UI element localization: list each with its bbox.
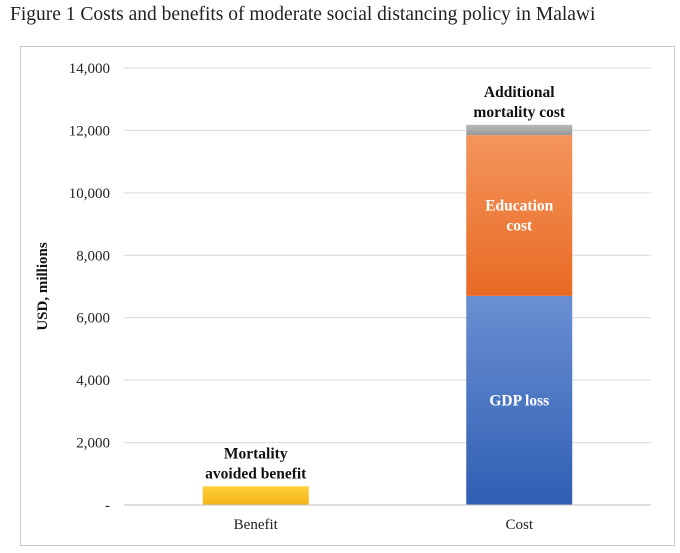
data-label: Additional xyxy=(484,84,555,101)
bar-additional-mortality-cost xyxy=(466,124,573,136)
x-tick-label: Benefit xyxy=(234,517,279,533)
y-tick-label: 8,000 xyxy=(76,248,110,264)
data-label: Mortality xyxy=(224,445,288,462)
chart-frame xyxy=(20,46,675,546)
data-label: mortality cost xyxy=(473,104,566,121)
bar-education-cost xyxy=(466,135,573,296)
y-tick-label: 12,000 xyxy=(69,123,110,139)
data-label: cost xyxy=(506,217,533,234)
bar-mortality-avoided-benefit xyxy=(202,486,309,505)
y-tick-label: 14,000 xyxy=(69,61,110,77)
y-tick-label: - xyxy=(105,498,110,514)
figure-title: Figure 1 Costs and benefits of moderate … xyxy=(10,4,596,25)
data-label: avoided benefit xyxy=(205,465,307,482)
y-tick-label: 10,000 xyxy=(69,186,110,202)
x-tick-label: Cost xyxy=(505,517,533,533)
data-label: Education xyxy=(485,197,553,214)
data-label: GDP loss xyxy=(489,392,549,409)
y-tick-label: 4,000 xyxy=(76,373,110,389)
y-axis-title: USD, millions xyxy=(35,242,51,331)
bar-gdp-loss xyxy=(466,295,573,505)
y-tick-label: 2,000 xyxy=(76,436,110,452)
y-tick-label: 6,000 xyxy=(76,311,110,327)
